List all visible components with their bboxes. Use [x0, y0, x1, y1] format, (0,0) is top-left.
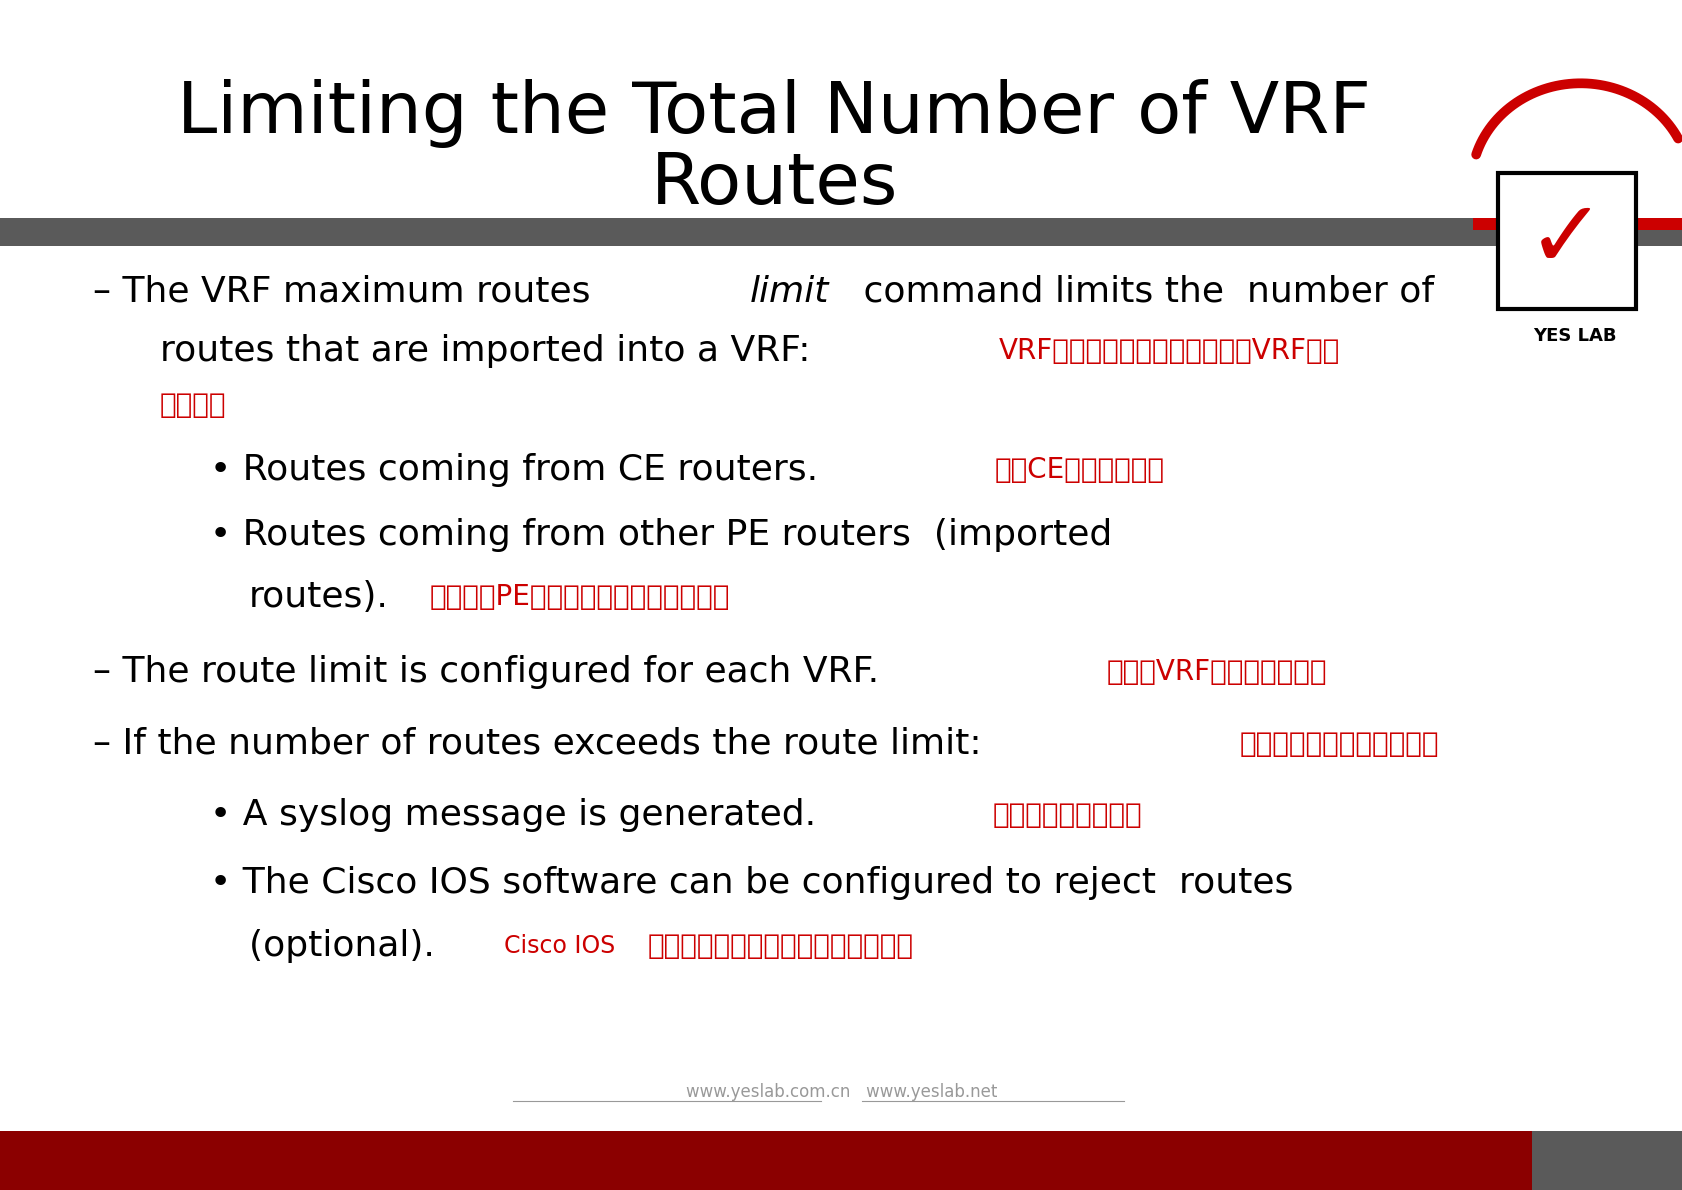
Text: • The Cisco IOS software can be configured to reject  routes: • The Cisco IOS software can be configur…: [210, 866, 1293, 900]
Text: • Routes coming from CE routers.: • Routes coming from CE routers.: [210, 453, 817, 487]
Text: • A syslog message is generated.: • A syslog message is generated.: [210, 798, 816, 832]
Text: – If the number of routes exceeds the route limit:: – If the number of routes exceeds the ro…: [93, 727, 981, 760]
Text: (optional).: (optional).: [249, 929, 446, 963]
Text: 如果路由数超过路由限制：: 如果路由数超过路由限制：: [1238, 729, 1438, 758]
Text: • Routes coming from other PE routers  (imported: • Routes coming from other PE routers (i…: [210, 519, 1112, 552]
Text: routes that are imported into a VRF:: routes that are imported into a VRF:: [160, 334, 811, 368]
Bar: [0, 230, 1682, 246]
Text: 生成系统日志消息。: 生成系统日志消息。: [992, 801, 1142, 829]
Text: Cisco IOS: Cisco IOS: [503, 934, 614, 958]
Text: 软件可以配置为拒绝路由（可选）。: 软件可以配置为拒绝路由（可选）。: [648, 932, 913, 960]
Text: routes).: routes).: [249, 581, 389, 614]
Text: Routes: Routes: [651, 150, 897, 219]
Text: limit: limit: [748, 275, 828, 308]
Text: command limits the  number of: command limits the number of: [851, 275, 1433, 308]
Text: – The route limit is configured for each VRF.: – The route limit is configured for each…: [93, 656, 878, 689]
FancyBboxPatch shape: [1497, 173, 1635, 309]
Bar: [1531, 1130, 1682, 1190]
Bar: [0, 218, 1472, 230]
Text: VRF最大路由限制命令限制导入VRF的路: VRF最大路由限制命令限制导入VRF的路: [999, 337, 1339, 365]
Text: ✓: ✓: [1526, 195, 1606, 287]
Text: 由数量：: 由数量：: [160, 390, 227, 419]
Text: – The VRF maximum routes: – The VRF maximum routes: [93, 275, 600, 308]
Text: 来自其仚PE路由器（进口路由）的路由: 来自其仚PE路由器（进口路由）的路由: [429, 583, 730, 612]
Text: YES LAB: YES LAB: [1532, 326, 1616, 345]
Text: www.yeslab.com.cn   www.yeslab.net: www.yeslab.com.cn www.yeslab.net: [685, 1083, 997, 1102]
Bar: [1472, 218, 1682, 230]
Bar: [0, 1130, 1531, 1190]
Text: 来自CE路由器的路由: 来自CE路由器的路由: [994, 456, 1164, 484]
Text: Limiting the Total Number of VRF: Limiting the Total Number of VRF: [177, 79, 1371, 148]
Text: 为每个VRF配置路由限制。: 为每个VRF配置路由限制。: [1107, 658, 1327, 687]
